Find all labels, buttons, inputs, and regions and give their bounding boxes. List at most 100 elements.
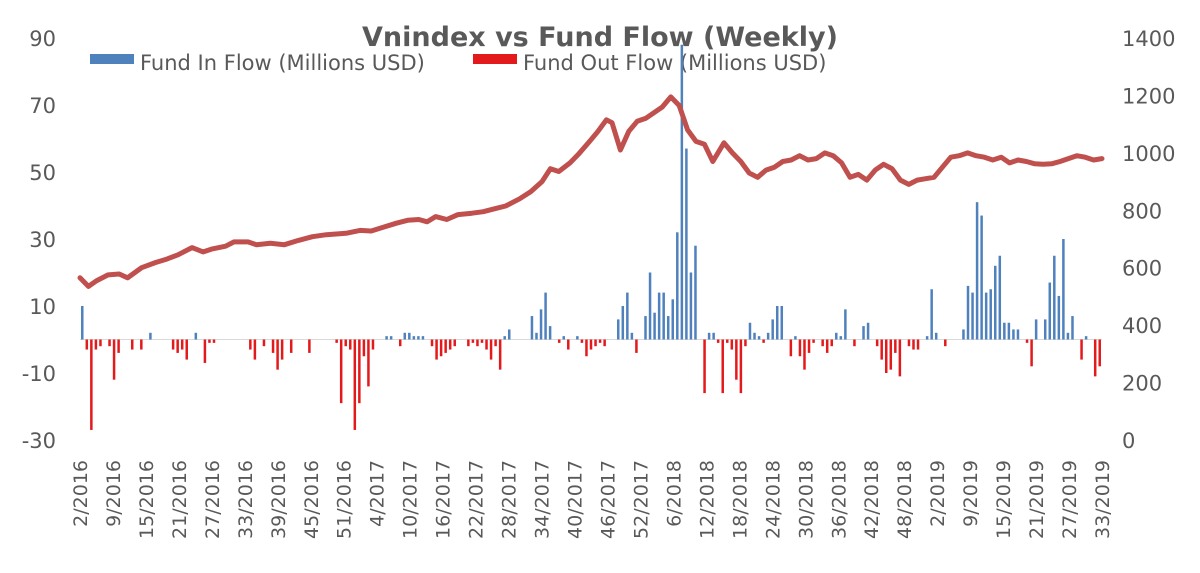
outflow-bar: [289, 339, 293, 353]
inflow-bar: [671, 299, 675, 340]
y-right-tick-label: 400: [1122, 314, 1162, 338]
inflow-bar: [835, 332, 838, 340]
outflow-bar: [1025, 339, 1029, 343]
inflow-bar: [417, 336, 420, 340]
x-tick-label: 42/2018: [861, 460, 883, 539]
outflow-bar: [430, 339, 434, 347]
inflow-bar: [676, 232, 679, 340]
outflow-bar: [253, 339, 257, 360]
inflow-bar: [648, 272, 652, 340]
inflow-bar: [748, 322, 752, 340]
inflow-bar: [771, 319, 774, 340]
outflow-bar: [471, 339, 475, 343]
inflow-bar: [844, 309, 847, 340]
inflow-bar: [1003, 322, 1006, 340]
outflow-bar: [117, 339, 120, 353]
outflow-bar: [821, 339, 824, 347]
x-axis: 2/2016 9/2016 15/2016 21/2016 27/2016 33/2016…: [70, 460, 1114, 539]
x-tick-label: 52/2017: [630, 460, 652, 539]
outflow-bar: [1098, 339, 1101, 367]
outflow-bar: [726, 339, 729, 343]
inflow-bar: [975, 202, 979, 340]
y-right-tick-label: 1200: [1122, 84, 1175, 108]
x-tick-label: 30/2018: [795, 460, 817, 539]
outflow-bar: [280, 339, 284, 360]
outflow-bar: [912, 339, 915, 350]
x-tick-label: 10/2017: [400, 460, 422, 539]
outflow-bar: [885, 339, 888, 373]
outflow-bar: [716, 339, 720, 343]
inflow-bar: [617, 319, 620, 340]
outflow-bar: [789, 339, 793, 357]
outflow-bar: [703, 339, 706, 394]
outflow-bar: [180, 339, 184, 350]
outflow-bar: [721, 339, 724, 394]
inflow-bar: [644, 316, 647, 340]
y-left-tick-label: 10: [29, 295, 56, 319]
outflow-bar: [362, 339, 366, 357]
x-tick-label: 48/2018: [894, 460, 916, 539]
outflow-bar: [208, 339, 211, 343]
x-tick-label: 39/2016: [268, 460, 290, 539]
x-tick-label: 28/2017: [499, 460, 521, 539]
x-tick-label: 33/2019: [1092, 460, 1114, 539]
outflow-bar: [603, 339, 606, 347]
outflow-bar: [1093, 339, 1097, 377]
x-tick-label: 21/2016: [169, 460, 191, 539]
inflow-bar: [662, 292, 665, 340]
outflow-bar: [398, 339, 402, 347]
outflow-bar: [944, 339, 947, 347]
outflow-bar: [176, 339, 179, 353]
x-tick-label: 24/2018: [762, 460, 784, 539]
inflow-bar: [680, 44, 684, 340]
inflow-bar: [707, 332, 711, 340]
inflow-bar: [839, 336, 843, 340]
inflow-bar: [989, 289, 992, 340]
inflow-bar: [412, 336, 416, 340]
outflow-bar: [798, 339, 802, 357]
x-tick-label: 40/2017: [565, 460, 587, 539]
x-tick-label: 27/2016: [202, 460, 224, 539]
outflow-bar: [271, 339, 275, 353]
x-tick-label: 6/2018: [663, 460, 685, 527]
inflow-bar: [1012, 329, 1015, 340]
y-left-tick-label: 30: [29, 228, 56, 252]
outflow-bar: [308, 339, 311, 353]
y-right-tick-label: 1400: [1122, 27, 1175, 51]
inflow-bar: [562, 336, 565, 340]
x-tick-label: 2/2016: [70, 460, 92, 527]
inflow-bar: [1071, 316, 1074, 340]
x-tick-label: 18/2018: [729, 460, 751, 539]
inflow-bar: [766, 332, 770, 340]
outflow-bar: [589, 339, 593, 350]
outflow-bar: [739, 339, 743, 394]
outflow-bar: [825, 339, 829, 353]
outflow-bar: [339, 339, 343, 404]
inflow-bar: [962, 329, 965, 340]
inflow-bar: [194, 332, 198, 340]
outflow-bar: [853, 339, 856, 347]
inflow-bar: [866, 322, 870, 340]
inflow-bar: [1066, 332, 1070, 340]
outflow-bar: [1080, 339, 1083, 360]
inflow-bar: [657, 292, 661, 340]
inflow-bar: [507, 329, 511, 340]
x-tick-label: 33/2016: [235, 460, 257, 539]
inflow-bar: [503, 336, 506, 340]
x-tick-label: 2/2019: [927, 460, 949, 527]
inflow-bar: [626, 292, 629, 340]
outflow-bar: [898, 339, 902, 377]
outflow-bar: [830, 339, 833, 347]
inflow-bar: [1057, 295, 1061, 340]
inflow-bar: [1053, 255, 1056, 340]
y-axis-left: 90 70 50 30 10 -10 -30: [22, 27, 56, 453]
outflow-bar: [262, 339, 266, 347]
inflow-bar: [966, 285, 970, 340]
inflow-bar: [408, 332, 411, 340]
outflow-bar: [744, 339, 747, 347]
x-tick-label: 12/2018: [696, 460, 718, 539]
x-tick-label: 36/2018: [828, 460, 850, 539]
inflow-bar: [980, 215, 983, 340]
legend-label-outflow: Fund Out Flow (Millions USD): [523, 51, 826, 75]
outflow-bar: [635, 339, 638, 353]
